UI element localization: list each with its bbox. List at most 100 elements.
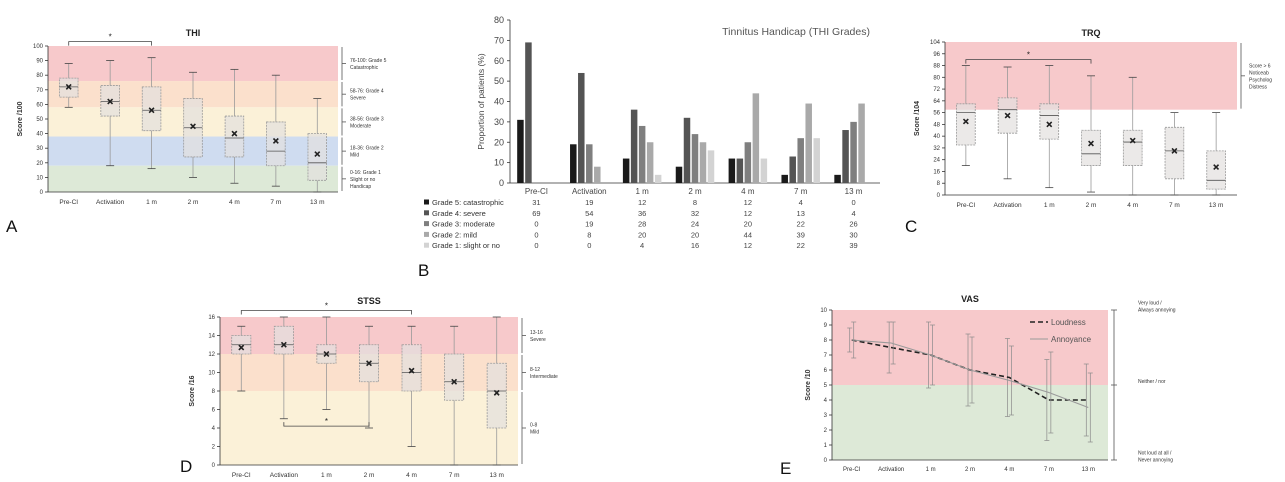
box	[1164, 126, 1185, 180]
bar-7m-4	[805, 103, 812, 183]
y-tick-label: 90	[36, 59, 43, 65]
y-tick-label: 64	[933, 99, 940, 105]
side-label-line: Never annoying	[1138, 458, 1173, 464]
table-cell: 31	[532, 198, 540, 207]
x-tick-label: 4 m	[741, 187, 755, 196]
chart-title: STSS	[357, 296, 381, 306]
y-tick-label: 6	[824, 368, 828, 374]
x-tick-label: Pre-CI	[843, 467, 861, 473]
y-tick-label: 80	[494, 15, 504, 25]
band-label-line: Mild	[350, 153, 359, 159]
bar-13m-3	[850, 121, 857, 183]
mean-marker	[1004, 112, 1011, 119]
box	[266, 121, 286, 167]
bar-4m-1	[728, 158, 736, 183]
band-label: 0-8 Mild	[530, 423, 539, 436]
x-tick-label: 7 m	[1169, 202, 1180, 209]
table-cell: 54	[585, 209, 593, 218]
mean-marker	[107, 98, 114, 105]
box	[1122, 129, 1143, 166]
legend-swatch	[424, 199, 429, 205]
band-label: 76-100: Grade 5 Catastrophic	[350, 58, 387, 71]
x-tick-label: 4 m	[1004, 467, 1014, 473]
table-cell: 8	[693, 198, 697, 207]
significance-label: *	[109, 33, 112, 42]
mean-marker	[1171, 147, 1178, 154]
y-tick-label: 60	[494, 56, 504, 66]
table-cell: 0	[534, 230, 538, 239]
band-label-line: Catastrophic	[350, 65, 379, 71]
bar-Pre-CI-1	[517, 119, 524, 183]
band-label-line: Psycholog	[1249, 77, 1272, 83]
x-tick-label: 4 m	[406, 472, 417, 477]
x-tick-label: 1 m	[146, 199, 157, 206]
box	[1206, 150, 1226, 190]
table-cell: 12	[744, 209, 752, 218]
significance-bracket	[283, 422, 370, 427]
table-cell: 16	[691, 241, 699, 250]
bar-4m-4	[752, 93, 760, 183]
mean-marker	[1129, 137, 1136, 144]
table-cell: 30	[849, 230, 857, 239]
band-label-line: 76-100: Grade 5	[350, 58, 387, 64]
y-tick-label: 10	[36, 175, 43, 181]
box	[444, 353, 465, 401]
y-tick-label: 80	[36, 73, 43, 79]
panel-d-stss-boxplot: 13-16 Severe 8-12 Intermediate 0-8 Mild 0 2 4 6 8 1…	[180, 296, 558, 479]
y-tick-label: 32	[933, 146, 940, 152]
bar-13m-4	[858, 103, 865, 183]
mean-marker	[493, 389, 500, 396]
table-cell: 22	[797, 241, 805, 250]
band-label: Score > 6 Noticeab Psycholog Distress	[1249, 63, 1272, 90]
bar-2m-2	[683, 117, 691, 183]
chart-title: Tinnitus Handicap (THI Grades)	[722, 26, 870, 38]
box	[307, 133, 328, 181]
mean-marker	[280, 341, 287, 348]
box	[486, 362, 507, 429]
table-cell: 20	[638, 230, 646, 239]
y-tick-label: 50	[36, 117, 43, 123]
significance-bracket	[965, 59, 1092, 64]
y-tick-label: 70	[36, 88, 43, 94]
table-cell: 36	[638, 209, 646, 218]
box	[141, 86, 162, 132]
y-tick-label: 0	[937, 193, 941, 199]
x-tick-label: Activation	[96, 199, 125, 206]
legend-entry: Grade 4: severe	[432, 209, 486, 218]
mean-marker	[451, 378, 458, 385]
bar-7m-1	[781, 174, 788, 183]
band-label: 13-16 Severe	[530, 330, 546, 343]
table-cell: 12	[744, 241, 752, 250]
y-tick-label: 56	[933, 111, 940, 117]
bar-2m-4	[699, 142, 707, 183]
x-tick-label: 1 m	[1044, 202, 1055, 209]
y-axis-label: Score /100	[17, 101, 24, 136]
bar-1m-1	[622, 158, 630, 183]
significance-label: *	[1027, 51, 1030, 60]
x-tick-label: 2 m	[688, 187, 702, 196]
y-tick-label: 4	[824, 398, 828, 404]
y-axis-label: Score /104	[914, 101, 921, 136]
y-tick-label: 14	[208, 334, 215, 340]
mean-marker	[314, 151, 321, 158]
legend-entry: Grade 1: slight or no	[432, 241, 500, 250]
mean-marker	[1213, 164, 1220, 171]
x-tick-label: Pre-CI	[956, 202, 975, 209]
table-cell: 4	[851, 209, 855, 218]
bar-2m-1	[675, 166, 683, 183]
x-tick-label: 1 m	[926, 467, 936, 473]
x-tick-label: 7 m	[270, 199, 281, 206]
x-tick-label: 13 m	[310, 199, 324, 206]
bar-7m-2	[789, 156, 796, 183]
side-label-line: Always annoying	[1138, 308, 1176, 314]
band-label-line: Severe	[350, 96, 366, 102]
box	[1039, 103, 1060, 140]
box	[1081, 129, 1101, 166]
table-cell: 0	[534, 220, 538, 229]
y-tick-label: 30	[36, 146, 43, 152]
mean-marker	[408, 367, 415, 374]
bar-13m-1	[834, 174, 841, 183]
x-tick-label: Activation	[878, 467, 904, 473]
y-tick-label: 60	[36, 102, 43, 108]
band-label-line: 0-8	[530, 423, 537, 429]
